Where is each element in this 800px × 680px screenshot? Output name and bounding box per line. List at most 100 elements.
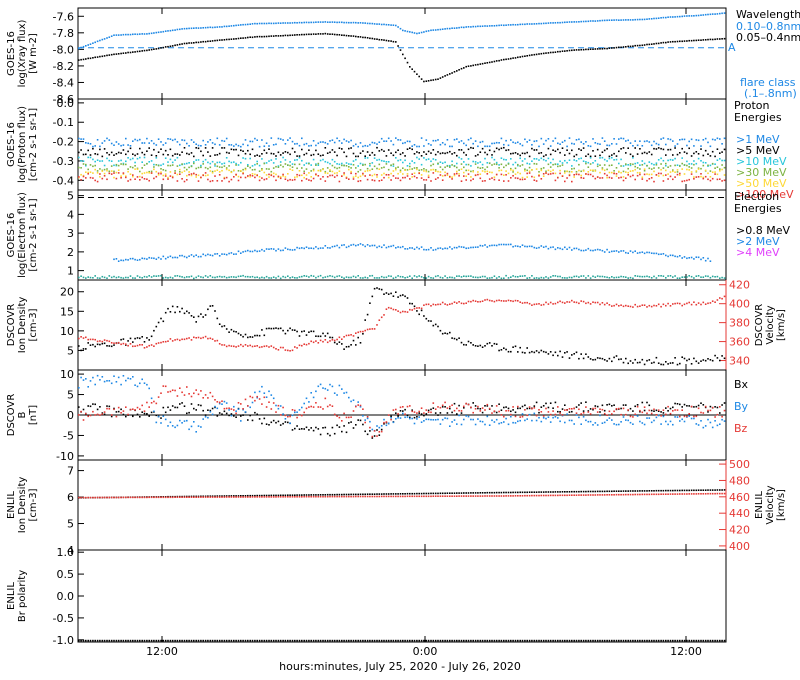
data-point <box>329 275 331 277</box>
data-point <box>697 489 700 491</box>
data-point <box>470 275 472 277</box>
data-point <box>681 180 683 183</box>
data-point <box>101 639 104 642</box>
data-point <box>392 40 395 43</box>
data-point <box>376 435 378 437</box>
data-point <box>289 178 291 181</box>
data-point <box>434 412 437 414</box>
data-point <box>249 406 251 409</box>
data-point <box>679 15 681 18</box>
data-point <box>568 159 571 161</box>
data-point <box>449 331 451 334</box>
data-point <box>564 494 566 497</box>
data-point <box>383 176 385 179</box>
data-point <box>646 275 648 278</box>
data-point <box>676 489 679 492</box>
data-point <box>561 147 564 149</box>
data-point <box>357 404 359 406</box>
data-point <box>721 415 723 418</box>
data-point <box>265 639 268 642</box>
data-point <box>667 489 669 492</box>
data-point <box>430 320 432 322</box>
data-point <box>674 357 676 359</box>
data-point <box>636 275 639 277</box>
data-point <box>704 39 707 41</box>
data-point <box>601 177 604 179</box>
data-point <box>221 166 223 169</box>
data-point <box>554 494 557 497</box>
data-point <box>244 398 247 401</box>
data-point <box>186 412 188 415</box>
data-point <box>336 394 338 396</box>
data-point <box>573 155 575 158</box>
data-point <box>723 492 726 495</box>
data-point <box>402 161 404 164</box>
data-point <box>272 153 275 155</box>
data-point <box>310 170 312 172</box>
data-point <box>268 168 270 170</box>
data-point <box>456 275 458 277</box>
data-point <box>134 409 136 411</box>
data-point <box>458 173 460 175</box>
data-point <box>287 639 289 642</box>
data-point <box>397 413 399 415</box>
data-point <box>665 277 667 279</box>
data-point <box>456 302 458 304</box>
data-point <box>526 23 528 25</box>
data-point <box>625 163 627 165</box>
data-point <box>665 164 667 167</box>
data-point <box>221 639 223 642</box>
data-point <box>458 495 460 497</box>
data-point <box>641 145 644 147</box>
data-point <box>439 247 442 249</box>
data-point <box>643 304 646 306</box>
data-point <box>383 140 385 142</box>
data-point <box>542 494 545 497</box>
data-point <box>331 158 334 161</box>
data-point <box>258 250 261 252</box>
data-point <box>270 22 273 25</box>
data-point <box>629 142 632 144</box>
data-point <box>291 22 294 24</box>
data-point <box>143 347 146 349</box>
data-point <box>193 336 195 339</box>
data-point <box>256 35 258 38</box>
data-point <box>707 178 709 181</box>
right-tick-label-density: 400 <box>729 298 750 311</box>
data-point <box>688 257 690 259</box>
data-point <box>392 308 395 311</box>
data-point <box>247 144 249 147</box>
data-point <box>345 431 348 434</box>
data-point <box>214 340 216 342</box>
data-point <box>153 177 155 180</box>
data-point <box>294 496 296 498</box>
data-point <box>580 353 582 355</box>
data-point <box>456 246 458 249</box>
data-point <box>303 494 305 496</box>
data-point <box>620 493 622 496</box>
data-point <box>373 430 376 432</box>
data-point <box>575 275 578 278</box>
data-point <box>470 176 472 178</box>
data-point <box>538 175 540 177</box>
data-point <box>714 163 716 165</box>
data-point <box>164 418 167 421</box>
data-point <box>228 414 230 417</box>
data-point <box>596 20 599 22</box>
data-point <box>387 422 390 425</box>
data-point <box>134 258 136 261</box>
data-point <box>493 495 496 497</box>
data-point <box>495 277 498 279</box>
data-point <box>514 422 517 424</box>
data-point <box>453 138 456 141</box>
data-point <box>162 415 165 417</box>
data-point <box>390 245 392 248</box>
data-point <box>524 168 526 170</box>
data-point <box>441 492 444 495</box>
data-point <box>397 45 399 47</box>
data-point <box>409 308 411 311</box>
data-point <box>186 639 188 642</box>
data-point <box>634 140 636 142</box>
data-point <box>310 330 312 333</box>
data-point <box>719 12 721 15</box>
